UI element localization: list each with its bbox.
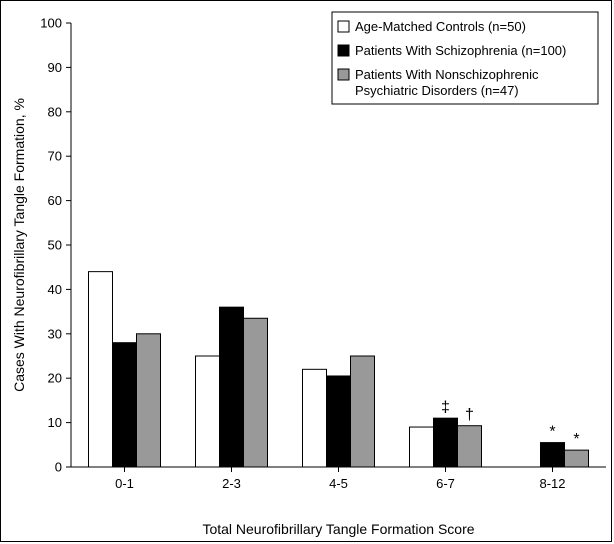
- bar-annotation: ‡: [441, 399, 450, 416]
- bar-2-3-series-0: [195, 355, 220, 468]
- y-tick-label: 0: [55, 460, 62, 475]
- legend-box: [331, 11, 599, 105]
- bar-annotation: *: [573, 431, 579, 448]
- y-tick-label: 80: [48, 104, 62, 119]
- x-axis-ticks: 0-1 2-3 4-5 6-7 8-12: [115, 467, 566, 491]
- y-tick-label: 60: [48, 193, 62, 208]
- bar-annotation: †: [465, 407, 474, 424]
- y-axis-ticks: 0 10 20 30 40 50 60 70 80 90 100: [40, 16, 71, 475]
- legend: Age-Matched Controls (n=50) Patients Wit…: [331, 11, 599, 105]
- legend-label-nonschizophrenic-line1: Patients With Nonschizophrenic: [355, 67, 539, 82]
- bar-2-3-series-2: [243, 317, 268, 468]
- y-tick-label: 90: [48, 60, 62, 75]
- bar-6-7-series-1: [433, 417, 458, 468]
- bar-4-5-series-1: [326, 375, 351, 468]
- bar-4-5-series-0: [302, 368, 327, 468]
- y-tick-label: 20: [48, 371, 62, 386]
- y-tick-label: 50: [48, 238, 62, 253]
- y-axis-label: Cases With Neurofibrillary Tangle Format…: [11, 98, 27, 392]
- x-tick-label: 0-1: [115, 476, 134, 491]
- legend-swatch-controls: [337, 20, 350, 33]
- y-tick-label: 10: [48, 415, 62, 430]
- x-tick-label: 4-5: [329, 476, 348, 491]
- bars: [88, 271, 589, 468]
- legend-label-schizophrenia: Patients With Schizophrenia (n=100): [355, 43, 566, 58]
- bar-annotations: ‡ † * *: [441, 399, 580, 448]
- bar-8-12-series-1: [540, 442, 565, 468]
- legend-swatch-nonschizophrenic: [337, 68, 350, 81]
- y-tick-label: 40: [48, 282, 62, 297]
- bar-annotation: *: [549, 424, 555, 441]
- bar-4-5-series-2: [350, 355, 375, 468]
- legend-label-controls: Age-Matched Controls (n=50): [355, 19, 526, 34]
- bar-8-12-series-2: [564, 449, 589, 468]
- bar-0-1-series-0: [88, 271, 113, 468]
- bar-2-3-series-1: [219, 306, 244, 468]
- y-tick-label: 70: [48, 149, 62, 164]
- x-axis-label: Total Neurofibrillary Tangle Formation S…: [202, 521, 474, 537]
- x-tick-label: 6-7: [436, 476, 455, 491]
- legend-label-nonschizophrenic-line2: Psychiatric Disorders (n=47): [355, 83, 519, 98]
- y-tick-label: 100: [40, 16, 62, 31]
- bar-0-1-series-1: [112, 342, 137, 468]
- legend-swatch-schizophrenia: [337, 44, 350, 57]
- bar-6-7-series-2: [457, 425, 482, 468]
- x-tick-label: 2-3: [222, 476, 241, 491]
- y-tick-label: 30: [48, 326, 62, 341]
- bar-0-1-series-2: [136, 333, 161, 468]
- bar-6-7-series-0: [409, 426, 434, 468]
- x-tick-label: 8-12: [539, 476, 565, 491]
